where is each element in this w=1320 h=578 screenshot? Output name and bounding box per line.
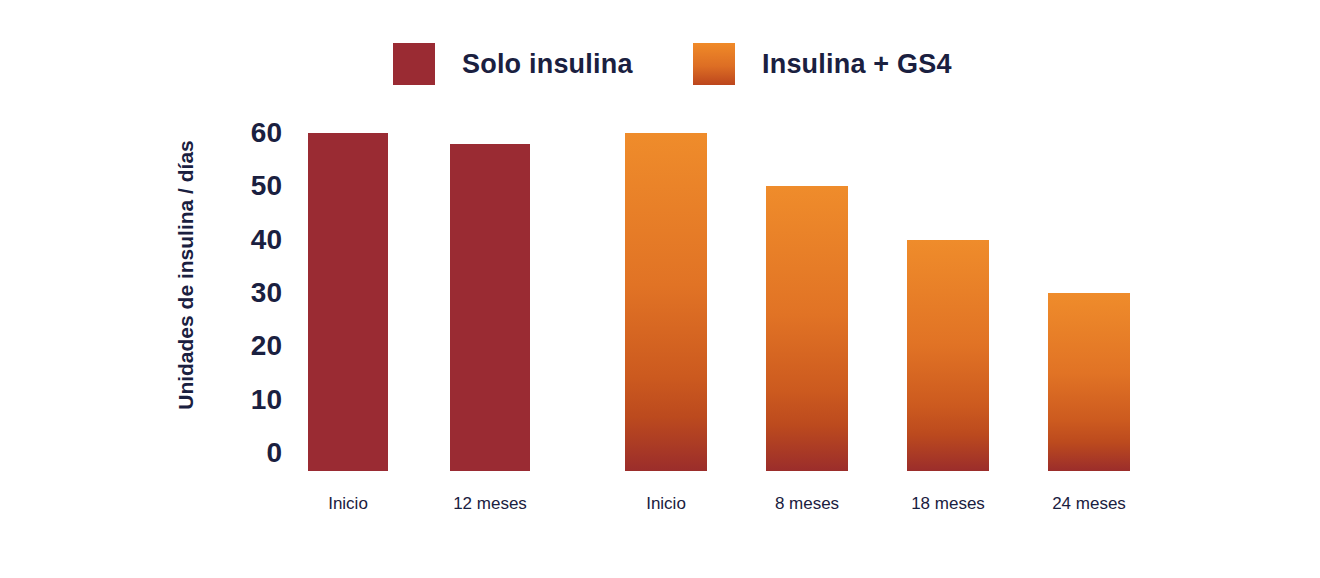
legend-swatch-insulina-gs4 (693, 43, 735, 85)
bar-2-inicio (625, 133, 707, 471)
bar-3-8-meses (766, 186, 848, 471)
legend-item-insulina-gs4: Insulina + GS4 (693, 42, 952, 86)
x-tick-label-0: Inicio (278, 494, 418, 514)
chart-canvas: Solo insulina Insulina + GS4 Unidades de… (0, 0, 1320, 578)
legend-item-solo-insulina: Solo insulina (393, 42, 633, 86)
legend-label-insulina-gs4: Insulina + GS4 (762, 49, 952, 80)
x-tick-label-2: Inicio (596, 494, 736, 514)
legend-label-solo-insulina: Solo insulina (462, 49, 633, 80)
bar-1-12-meses (450, 144, 530, 471)
x-tick-label-4: 18 meses (878, 494, 1018, 514)
legend-swatch-solo-insulina (393, 43, 435, 85)
y-tick-label-20: 20 (192, 330, 282, 362)
x-tick-label-3: 8 meses (737, 494, 877, 514)
y-tick-label-0: 0 (192, 437, 282, 469)
bar-5-24-meses (1048, 293, 1130, 471)
y-tick-label-30: 30 (192, 277, 282, 309)
x-tick-label-1: 12 meses (420, 494, 560, 514)
y-tick-label-60: 60 (192, 117, 282, 149)
y-tick-label-40: 40 (192, 224, 282, 256)
y-tick-label-10: 10 (192, 384, 282, 416)
bar-4-18-meses (907, 240, 989, 471)
bar-0-inicio (308, 133, 388, 471)
x-tick-label-5: 24 meses (1019, 494, 1159, 514)
y-tick-label-50: 50 (192, 170, 282, 202)
